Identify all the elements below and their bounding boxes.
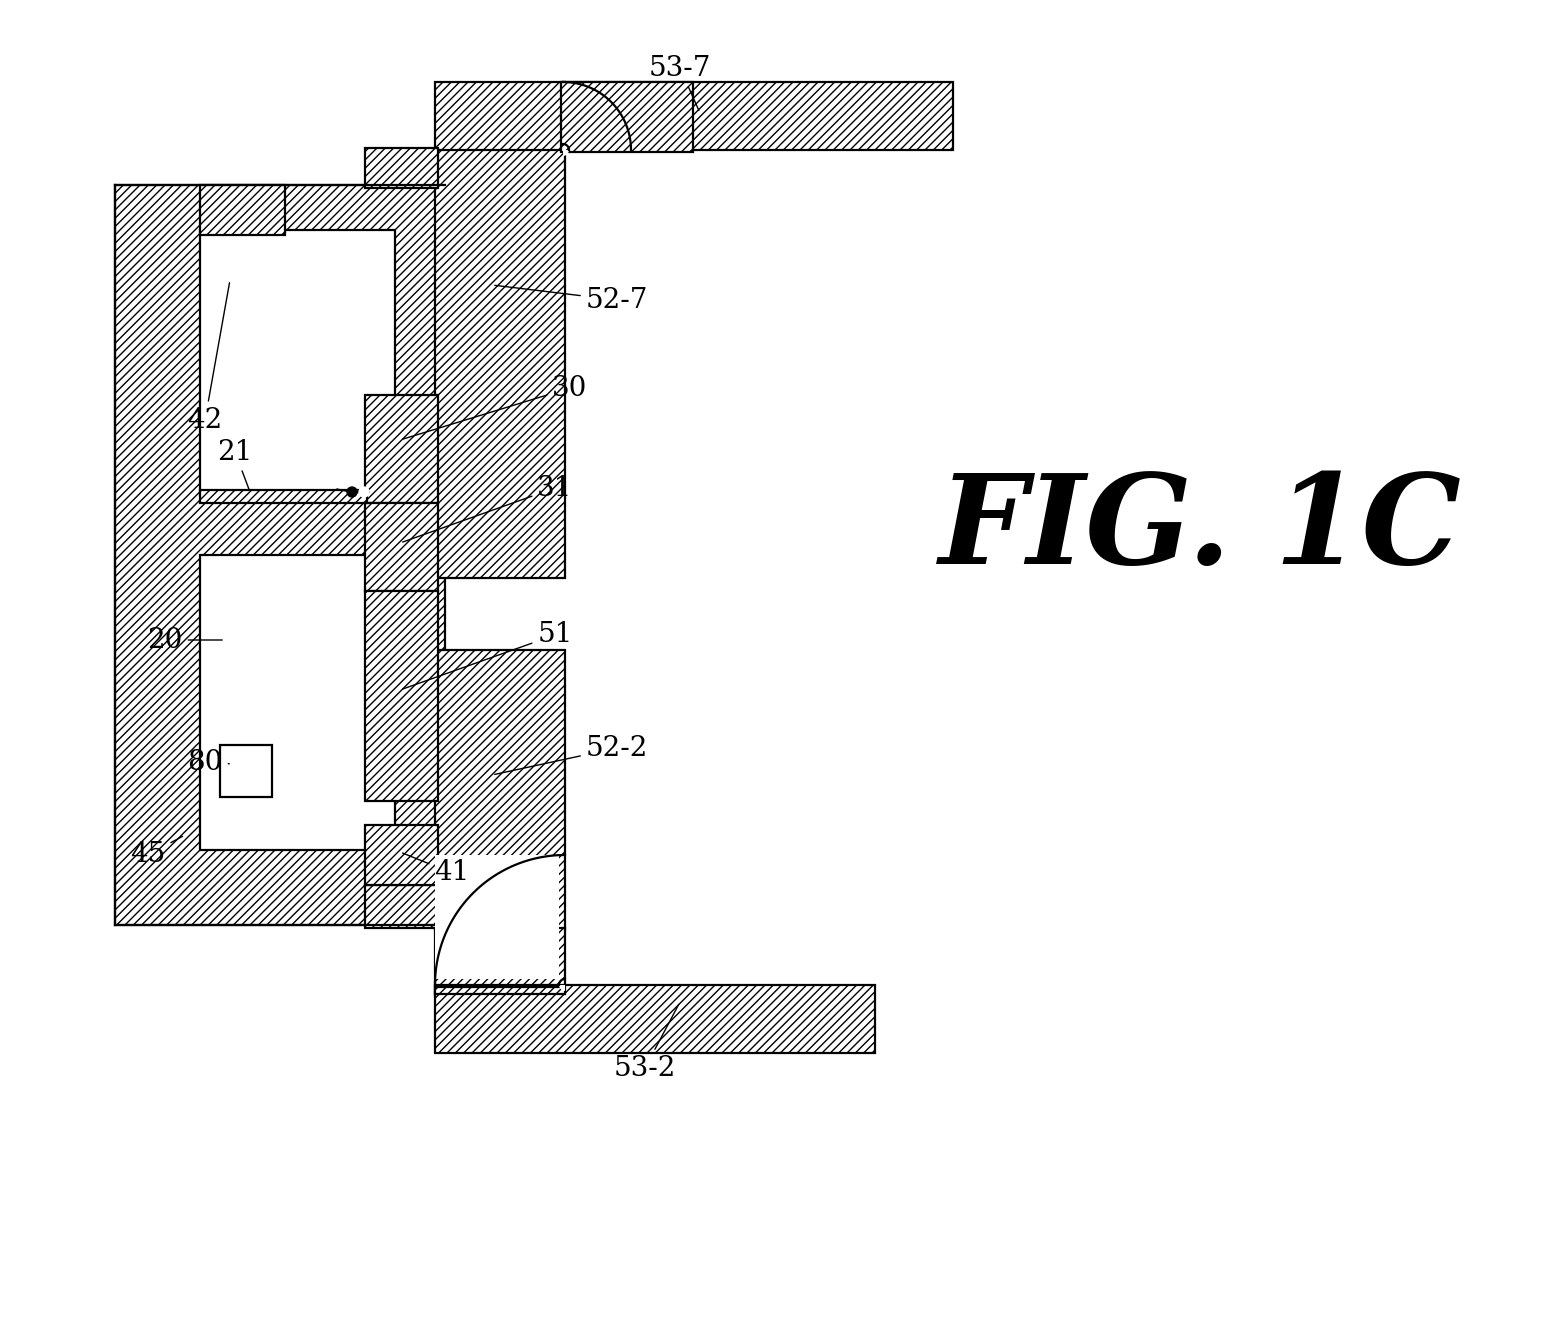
Bar: [364, 825, 439, 884]
Bar: [200, 490, 367, 503]
Bar: [220, 745, 271, 797]
Bar: [364, 591, 439, 801]
Bar: [200, 555, 395, 850]
Bar: [436, 855, 560, 978]
Bar: [436, 928, 566, 996]
Text: 20: 20: [147, 626, 222, 654]
Text: 30: 30: [403, 375, 587, 440]
Text: 21: 21: [217, 438, 253, 490]
Circle shape: [347, 487, 356, 496]
Wedge shape: [560, 985, 566, 990]
Bar: [364, 148, 439, 188]
Text: 80: 80: [188, 748, 229, 776]
Bar: [436, 148, 566, 579]
Text: 42: 42: [188, 283, 229, 433]
Text: FIG. 1C: FIG. 1C: [938, 469, 1462, 591]
Text: 31: 31: [403, 474, 572, 542]
Bar: [364, 395, 439, 503]
Bar: [436, 985, 876, 1053]
Bar: [436, 986, 566, 994]
Bar: [364, 503, 439, 591]
Circle shape: [360, 487, 369, 496]
Text: 52-2: 52-2: [494, 735, 648, 775]
Bar: [436, 650, 566, 929]
Text: 45: 45: [130, 837, 183, 869]
Text: 41: 41: [403, 853, 470, 887]
Bar: [561, 82, 693, 152]
Bar: [200, 185, 285, 234]
Bar: [563, 82, 953, 150]
Text: 53-7: 53-7: [649, 54, 711, 110]
Bar: [364, 884, 439, 928]
Bar: [200, 230, 395, 495]
Text: 53-2: 53-2: [614, 1005, 679, 1082]
Wedge shape: [563, 150, 569, 156]
Bar: [115, 185, 445, 925]
Text: 52-7: 52-7: [494, 286, 648, 314]
Text: 51: 51: [403, 621, 572, 688]
Bar: [436, 82, 566, 150]
